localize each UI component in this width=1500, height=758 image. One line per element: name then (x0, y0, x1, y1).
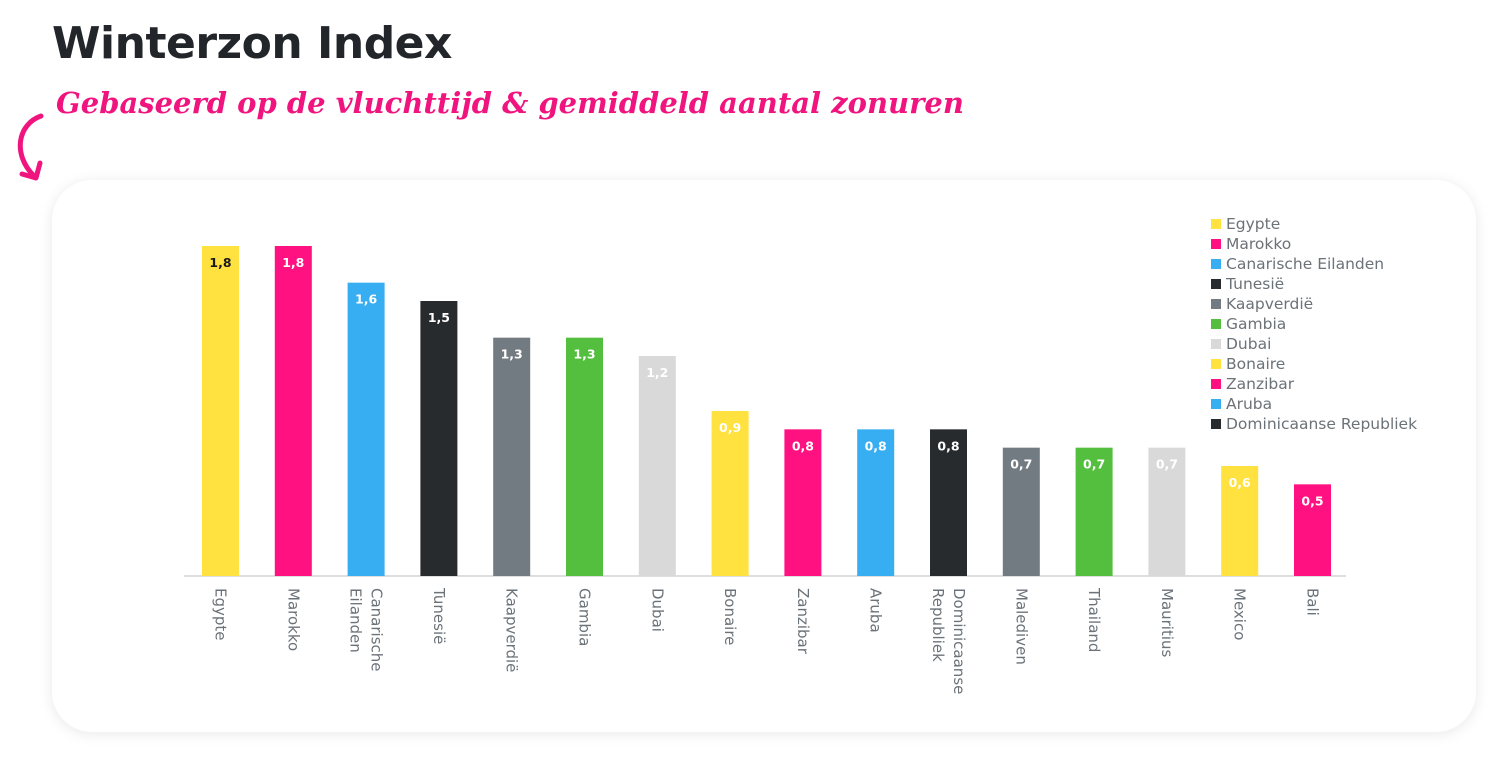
category-label-text: Gambia (576, 588, 594, 646)
bar-15 (1294, 484, 1331, 576)
bar-3 (420, 301, 458, 576)
data-label-1: 1,8 (282, 255, 304, 270)
bar-6 (638, 356, 676, 576)
data-label-11: 0,7 (1010, 457, 1032, 472)
category-label-text: Republiek (929, 588, 947, 662)
category-label-text: Bali (1304, 588, 1322, 616)
legend-label-1: Marokko (1226, 235, 1291, 253)
legend-swatch-6 (1211, 339, 1221, 349)
bar-2 (347, 282, 385, 576)
data-label-2: 1,6 (355, 292, 377, 307)
bar-0 (202, 246, 239, 576)
legend-swatch-5 (1211, 319, 1221, 329)
category-label-4: Kaapverdië (503, 588, 521, 672)
category-label-9: Aruba (867, 588, 885, 633)
bar-5 (566, 337, 603, 576)
category-label-text: Aruba (867, 588, 885, 633)
category-label-8: Zanzibar (794, 588, 812, 655)
category-label-15: Bali (1304, 588, 1322, 616)
legend-label-3: Tunesië (1225, 275, 1284, 293)
legend-label-4: Kaapverdië (1226, 295, 1313, 313)
category-label-text: Eilanden (347, 588, 365, 653)
data-label-13: 0,7 (1156, 457, 1178, 472)
legend-label-7: Bonaire (1226, 355, 1285, 373)
category-label-text: Zanzibar (794, 588, 812, 655)
legend-swatch-7 (1211, 359, 1221, 369)
legend-swatch-10 (1211, 419, 1221, 429)
bar-10 (930, 429, 967, 576)
category-label-text: Thailand (1085, 587, 1103, 652)
bar-9 (857, 429, 895, 576)
category-label-text: Malediven (1012, 588, 1030, 665)
category-label-14: Mexico (1231, 588, 1249, 640)
legend-swatch-0 (1211, 219, 1221, 229)
category-label-text: Kaapverdië (503, 588, 521, 672)
bar-14 (1221, 466, 1259, 576)
data-label-9: 0,8 (865, 438, 887, 453)
category-label-text: Dubai (648, 588, 666, 632)
category-label-text: Egypte (212, 588, 230, 641)
legend-swatch-3 (1211, 279, 1221, 289)
bar-13 (1148, 447, 1186, 576)
data-label-0: 1,8 (209, 255, 231, 270)
chart-card: 1,8 Egypte 1,8 Marokko 1,6 Canarische Eilanden… (52, 180, 1476, 732)
data-label-8: 0,8 (792, 438, 814, 453)
category-label-text: Canarische (368, 588, 386, 672)
category-label-6: Dubai (648, 588, 666, 632)
bar-12 (1075, 447, 1113, 576)
bar-1 (274, 246, 312, 576)
legend-swatch-8 (1211, 379, 1221, 389)
category-label-13: Mauritius (1158, 588, 1176, 658)
category-label-text: Mexico (1231, 588, 1249, 640)
category-label-5: Gambia (576, 588, 594, 646)
legend-label-10: Dominicaanse Republiek (1226, 415, 1417, 433)
bar-7 (711, 411, 749, 576)
category-label-text: Mauritius (1158, 588, 1176, 658)
bar-chart: 1,8 Egypte 1,8 Marokko 1,6 CanarischeEilanden… (184, 215, 1417, 694)
data-label-4: 1,3 (501, 347, 523, 362)
curved-arrow-down-icon (17, 113, 44, 181)
data-label-12: 0,7 (1083, 457, 1105, 472)
category-label-12: Thailand (1085, 587, 1103, 652)
page-subtitle: Gebaseerd op de vluchttijd & gemiddeld a… (56, 86, 964, 120)
bar-4 (493, 337, 531, 576)
legend-label-9: Aruba (1226, 395, 1272, 413)
data-label-10: 0,8 (937, 438, 959, 453)
bar-11 (1002, 447, 1040, 576)
category-label-text: Marokko (284, 588, 302, 651)
data-label-5: 1,3 (573, 347, 595, 362)
category-label-0: Egypte (212, 588, 230, 641)
category-label-text: Bonaire (721, 588, 739, 645)
data-label-3: 1,5 (428, 310, 450, 325)
legend-label-0: Egypte (1226, 215, 1280, 233)
legend-swatch-1 (1211, 239, 1221, 249)
category-label-11: Malediven (1012, 588, 1030, 665)
legend-label-8: Zanzibar (1226, 375, 1295, 393)
legend-swatch-4 (1211, 299, 1221, 309)
legend-label-5: Gambia (1226, 315, 1286, 333)
legend-swatch-2 (1211, 259, 1221, 269)
category-label-text: Tunesië (430, 587, 448, 644)
legend-label-6: Dubai (1226, 335, 1271, 353)
category-label-text: Dominicaanse (950, 588, 968, 694)
category-label-3: Tunesië (430, 587, 448, 644)
data-label-15: 0,5 (1301, 493, 1323, 508)
data-label-14: 0,6 (1229, 475, 1251, 490)
legend-swatch-9 (1211, 399, 1221, 409)
data-label-7: 0,9 (719, 420, 741, 435)
bar-8 (784, 429, 822, 576)
legend-label-2: Canarische Eilanden (1226, 255, 1384, 273)
category-label-7: Bonaire (721, 588, 739, 645)
page-title: Winterzon Index (52, 18, 452, 69)
data-label-6: 1,2 (646, 365, 668, 380)
category-label-1: Marokko (284, 588, 302, 651)
